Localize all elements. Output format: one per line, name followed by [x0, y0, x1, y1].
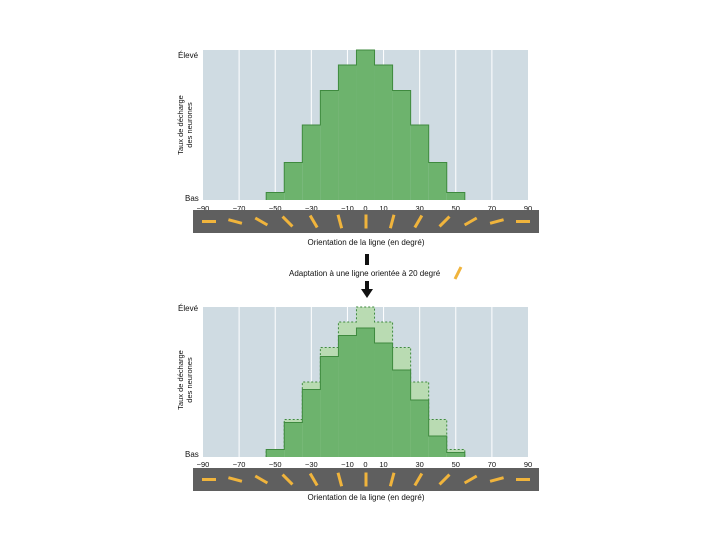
y-top-label: Élevé: [178, 51, 199, 60]
orientation-dash: [438, 215, 451, 228]
histogram-bar: [374, 343, 393, 457]
y-axis-label: Taux de décharge des neurones: [176, 350, 194, 410]
histogram-bar: [356, 328, 375, 457]
x-tick-label: 50: [452, 204, 460, 213]
y-axis-label-line2: des neurones: [185, 102, 194, 148]
x-tick-label: −90: [197, 204, 210, 213]
x-tick-labels: −90 −70 −50 −30 −10 0 10 30 50 70 90: [197, 460, 533, 469]
adaptation-caption: Adaptation à une ligne orientée à 20 deg…: [289, 269, 441, 278]
histogram-panel-before: Élevé Bas Taux de décharge des neurones …: [176, 49, 539, 247]
arrow-head: [361, 289, 373, 298]
x-tick-label: 0: [363, 460, 367, 469]
x-tick-label: 0: [363, 204, 367, 213]
histogram-bar: [428, 162, 447, 200]
x-tick-label: −70: [233, 460, 246, 469]
orientation-dash: [489, 218, 504, 225]
tilted-line-icon: [453, 266, 463, 280]
histogram-bar: [302, 125, 321, 200]
histogram-bar: [392, 90, 411, 200]
x-tick-label: −90: [197, 460, 210, 469]
y-axis-label-line1: Taux de décharge: [176, 350, 185, 410]
histogram-bar: [266, 192, 285, 200]
histogram-bars: [265, 306, 466, 457]
histogram-bar: [410, 125, 429, 200]
x-tick-label: −30: [305, 204, 318, 213]
x-tick-label: −30: [305, 460, 318, 469]
histogram-bar: [356, 50, 375, 200]
orientation-dash: [413, 214, 424, 229]
orientation-dash: [438, 473, 451, 486]
orientation-dashes: [202, 214, 530, 229]
histogram-bars: [265, 49, 466, 200]
orientation-dash: [228, 218, 243, 225]
x-tick-label: −50: [269, 204, 282, 213]
histogram-bar: [266, 449, 285, 457]
orientation-dash: [281, 473, 294, 486]
orientation-dash: [308, 214, 319, 229]
histogram-bar: [410, 400, 429, 457]
x-tick-label: 90: [524, 460, 532, 469]
histogram-bar: [374, 65, 393, 200]
x-tick-label: 30: [415, 460, 423, 469]
orientation-dash: [413, 472, 424, 487]
orientation-dash: [336, 472, 344, 487]
orientation-dash: [388, 214, 396, 229]
x-tick-label: 70: [488, 204, 496, 213]
histogram-bar: [302, 389, 321, 457]
orientation-dash: [463, 216, 478, 227]
x-tick-label: −50: [269, 460, 282, 469]
orientation-dash: [281, 215, 294, 228]
x-tick-labels: −90 −70 −50 −30 −10 0 10 30 50 70 90: [197, 204, 533, 213]
x-tick-label: −10: [341, 460, 354, 469]
y-bottom-label: Bas: [185, 450, 199, 459]
x-tick-label: 10: [379, 460, 387, 469]
x-tick-label: 30: [415, 204, 423, 213]
pre-adaptation-outline: [265, 306, 466, 457]
histogram-bar: [338, 65, 357, 200]
orientation-dash: [308, 472, 319, 487]
x-tick-label: −10: [341, 204, 354, 213]
adaptation-arrow: Adaptation à une ligne orientée à 20 deg…: [289, 254, 463, 298]
x-tick-label: 50: [452, 460, 460, 469]
orientation-dash: [463, 474, 478, 485]
y-top-label: Élevé: [178, 304, 199, 313]
histogram-bar: [320, 90, 339, 200]
orientation-dash: [388, 472, 396, 487]
x-tick-label: 70: [488, 460, 496, 469]
arrow-shaft-lower: [365, 281, 369, 290]
x-tick-label: 90: [524, 204, 532, 213]
histogram-bar: [428, 436, 447, 457]
orientation-dash: [336, 214, 344, 229]
y-bottom-label: Bas: [185, 194, 199, 203]
x-tick-label: −70: [233, 204, 246, 213]
histogram-bar: [446, 192, 465, 200]
y-axis-label-line2: des neurones: [185, 357, 194, 403]
x-axis-label: Orientation de la ligne (en degré): [308, 493, 425, 502]
histogram-bar: [392, 370, 411, 457]
orientation-dash: [489, 476, 504, 483]
orientation-dash: [254, 474, 269, 485]
histogram-bar: [446, 452, 465, 457]
y-axis-label: Taux de décharge des neurones: [176, 95, 194, 155]
histogram-bar: [284, 422, 303, 457]
histogram-outline: [265, 327, 466, 457]
orientation-dashes: [202, 472, 530, 487]
y-axis-label-line1: Taux de décharge: [176, 95, 185, 155]
histogram-bar: [284, 162, 303, 200]
histogram-bar: [320, 356, 339, 457]
orientation-dash: [228, 476, 243, 483]
histogram-panel-after: Élevé Bas Taux de décharge des neurones …: [176, 304, 539, 502]
orientation-dash: [254, 216, 269, 227]
histogram-outline: [265, 49, 466, 200]
histogram-bar: [338, 335, 357, 457]
arrow-shaft-upper: [365, 254, 369, 265]
x-tick-label: 10: [379, 204, 387, 213]
x-axis-label: Orientation de la ligne (en degré): [308, 238, 425, 247]
